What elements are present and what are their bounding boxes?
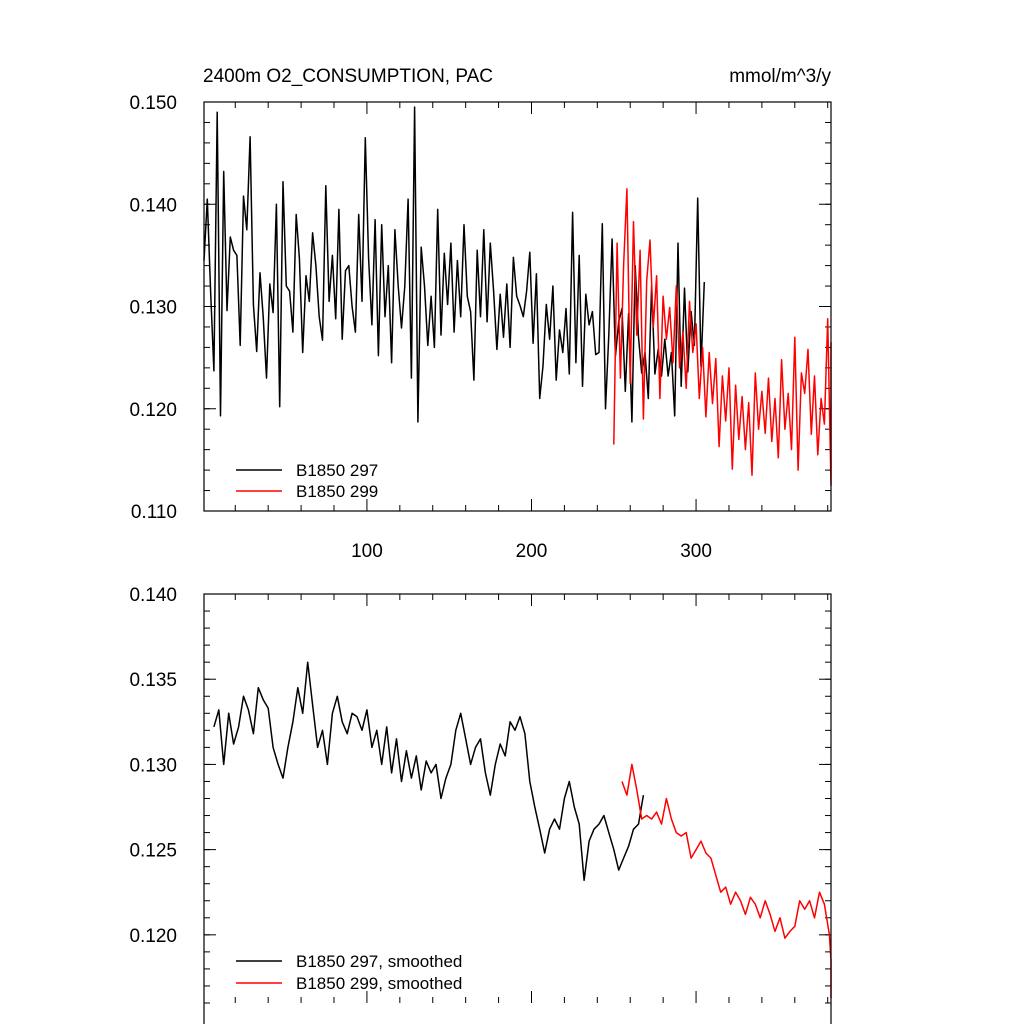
bottom-chart-ticks bbox=[204, 593, 831, 1004]
y-tick-label: 0.130 bbox=[129, 298, 177, 319]
top-chart-x-tick-labels: 100 200 300 bbox=[351, 541, 712, 562]
top-chart-frame bbox=[203, 101, 832, 512]
y-tick-label: 0.130 bbox=[129, 755, 177, 776]
chart-units: mmol/m^3/y bbox=[729, 66, 831, 87]
top-chart-legend: B1850 297 B1850 299 bbox=[236, 461, 378, 501]
x-tick-label: 200 bbox=[516, 541, 548, 562]
top-chart-y-tick-labels: 0.110 0.120 0.130 0.140 0.150 bbox=[129, 93, 177, 523]
series-line-b1850-297 bbox=[203, 106, 706, 423]
bottom-chart-legend: B1850 297, smoothed B1850 299, smoothed bbox=[236, 952, 462, 993]
y-tick-label: 0.120 bbox=[129, 926, 177, 947]
x-tick-label: 100 bbox=[351, 541, 383, 562]
legend-label-b1850-299: B1850 299 bbox=[296, 482, 378, 501]
bottom-chart-y-tick-labels: 0.120 0.125 0.130 0.135 0.140 bbox=[129, 585, 177, 947]
series-line-b1850-297-smoothed bbox=[213, 661, 645, 882]
y-tick-label: 0.140 bbox=[129, 195, 177, 216]
bottom-chart-series bbox=[213, 661, 832, 999]
series-line-b1850-299 bbox=[613, 188, 832, 487]
y-tick-label: 0.110 bbox=[131, 502, 177, 523]
y-tick-label: 0.120 bbox=[129, 400, 177, 421]
y-tick-label: 0.135 bbox=[129, 670, 177, 691]
legend-label-b1850-297: B1850 297 bbox=[296, 461, 378, 480]
y-tick-label: 0.150 bbox=[129, 93, 177, 114]
chart-title: 2400m O2_CONSUMPTION, PAC bbox=[203, 66, 493, 87]
y-tick-label: 0.125 bbox=[129, 841, 177, 862]
top-chart-series bbox=[203, 106, 832, 487]
x-tick-label: 300 bbox=[680, 541, 712, 562]
y-tick-label: 0.140 bbox=[129, 585, 177, 606]
bottom-chart-frame bbox=[203, 593, 832, 1024]
legend-label-b1850-297-smoothed: B1850 297, smoothed bbox=[296, 952, 462, 971]
top-chart-panel: 2400m O2_CONSUMPTION, PAC mmol/m^3/y 0.1… bbox=[129, 66, 832, 562]
series-line-b1850-299-smoothed bbox=[621, 763, 832, 999]
legend-label-b1850-299-smoothed: B1850 299, smoothed bbox=[296, 974, 462, 993]
top-chart-ticks bbox=[204, 101, 831, 512]
bottom-chart-panel: 0.120 0.125 0.130 0.135 0.140 B1850 297, smo… bbox=[129, 585, 832, 1024]
